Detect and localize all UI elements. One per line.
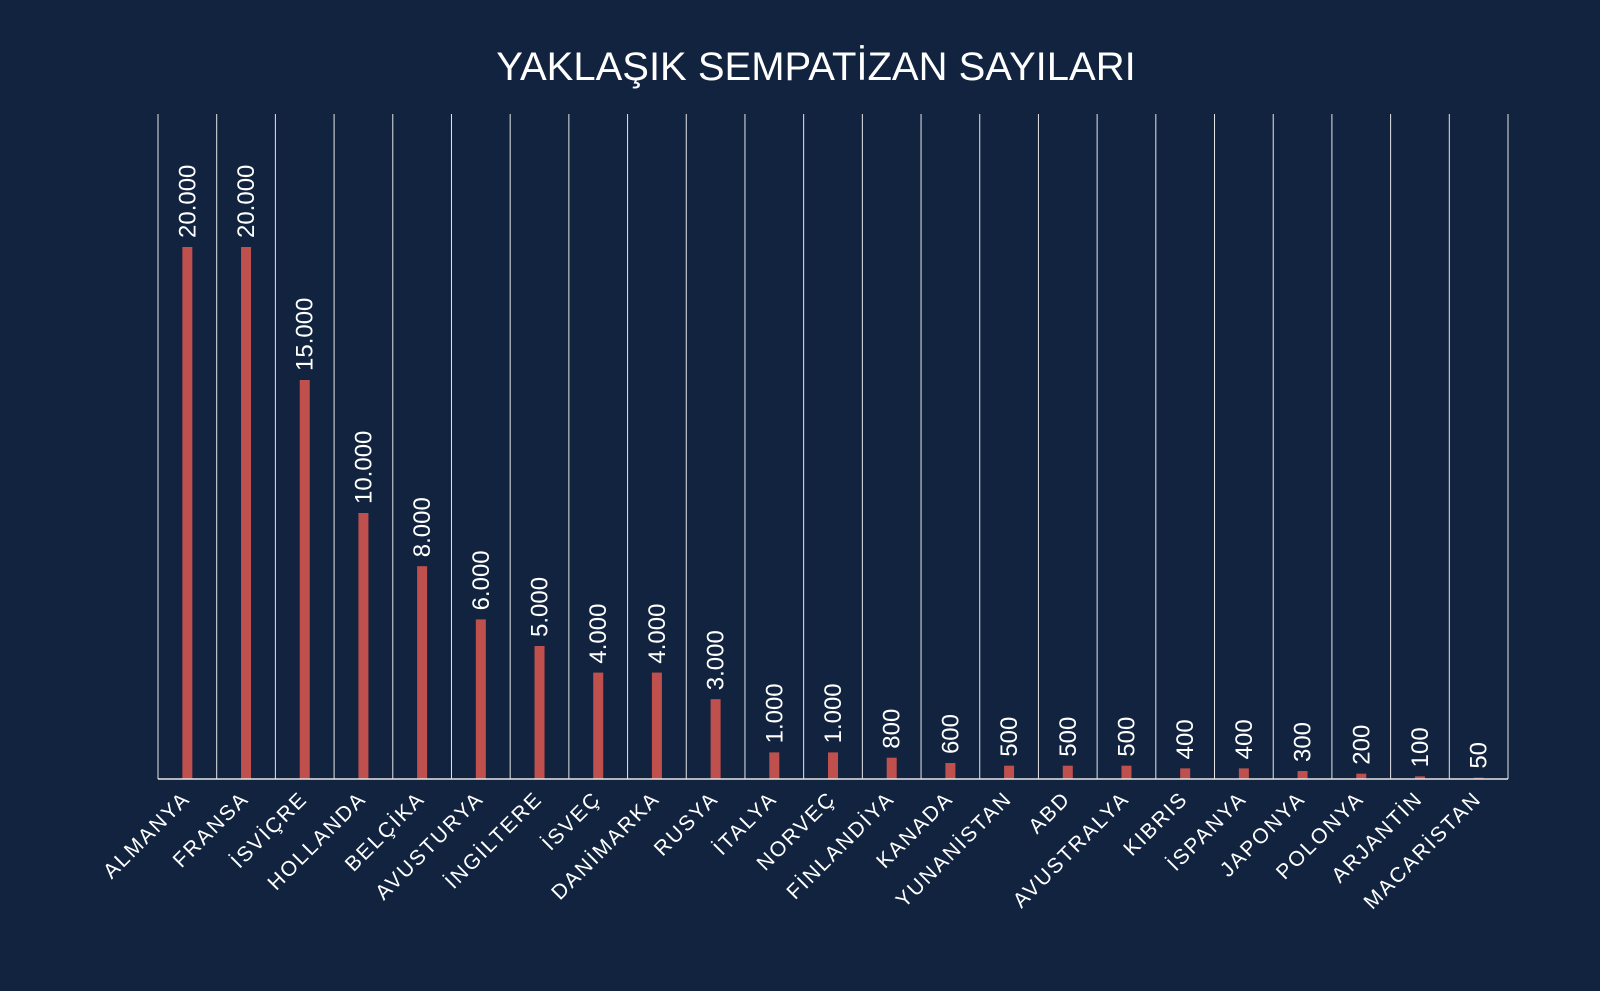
bar-20 bbox=[1297, 771, 1308, 779]
bar-8 bbox=[593, 672, 604, 779]
data-label-13: 800 bbox=[879, 709, 906, 749]
data-label-11: 1.000 bbox=[761, 683, 788, 743]
bar-11 bbox=[769, 752, 780, 779]
bar-15 bbox=[1004, 765, 1015, 779]
data-label-2: 20.000 bbox=[233, 165, 260, 238]
bar-5 bbox=[417, 566, 428, 779]
data-label-23: 50 bbox=[1466, 742, 1493, 769]
data-label-9: 4.000 bbox=[644, 604, 671, 664]
bar-3 bbox=[299, 380, 310, 779]
data-label-16: 500 bbox=[1055, 717, 1082, 757]
bar-21 bbox=[1356, 773, 1367, 779]
data-label-21: 200 bbox=[1348, 725, 1375, 765]
bar-17 bbox=[1121, 765, 1132, 779]
data-label-3: 15.000 bbox=[292, 298, 319, 371]
data-labels: 20.000 20.000 15.000 10.000 8.000 6.000 5.000 4… bbox=[174, 165, 1492, 769]
bar-22 bbox=[1414, 776, 1425, 779]
data-label-22: 100 bbox=[1407, 727, 1434, 767]
data-label-14: 600 bbox=[937, 714, 964, 754]
chart-title: YAKLAŞIK SEMPATİZAN SAYILARI bbox=[496, 44, 1135, 89]
bar-4 bbox=[358, 513, 369, 779]
bar-10 bbox=[710, 699, 721, 779]
bar-14 bbox=[945, 763, 956, 779]
bars bbox=[182, 247, 1484, 779]
data-label-8: 4.000 bbox=[585, 604, 612, 664]
data-label-19: 400 bbox=[1231, 719, 1258, 759]
data-label-6: 6.000 bbox=[468, 550, 495, 610]
data-label-17: 500 bbox=[1113, 717, 1140, 757]
bar-16 bbox=[1062, 765, 1073, 779]
data-label-15: 500 bbox=[996, 717, 1023, 757]
bar-19 bbox=[1238, 768, 1249, 779]
data-label-4: 10.000 bbox=[350, 431, 377, 504]
bar-6 bbox=[475, 619, 486, 779]
bar-18 bbox=[1180, 768, 1191, 779]
gridlines bbox=[157, 114, 1509, 779]
bar-12 bbox=[828, 752, 838, 779]
data-label-1: 20.000 bbox=[174, 165, 201, 238]
bar-1 bbox=[182, 247, 193, 779]
data-label-12: 1.000 bbox=[820, 683, 847, 743]
data-label-5: 8.000 bbox=[409, 497, 436, 557]
bar-2 bbox=[241, 247, 252, 779]
data-label-7: 5.000 bbox=[527, 577, 554, 637]
bar-7 bbox=[534, 646, 545, 779]
data-label-20: 300 bbox=[1290, 722, 1317, 762]
data-label-18: 400 bbox=[1172, 719, 1199, 759]
bar-9 bbox=[651, 672, 662, 779]
bar-13 bbox=[886, 757, 897, 779]
data-label-10: 3.000 bbox=[703, 630, 730, 690]
